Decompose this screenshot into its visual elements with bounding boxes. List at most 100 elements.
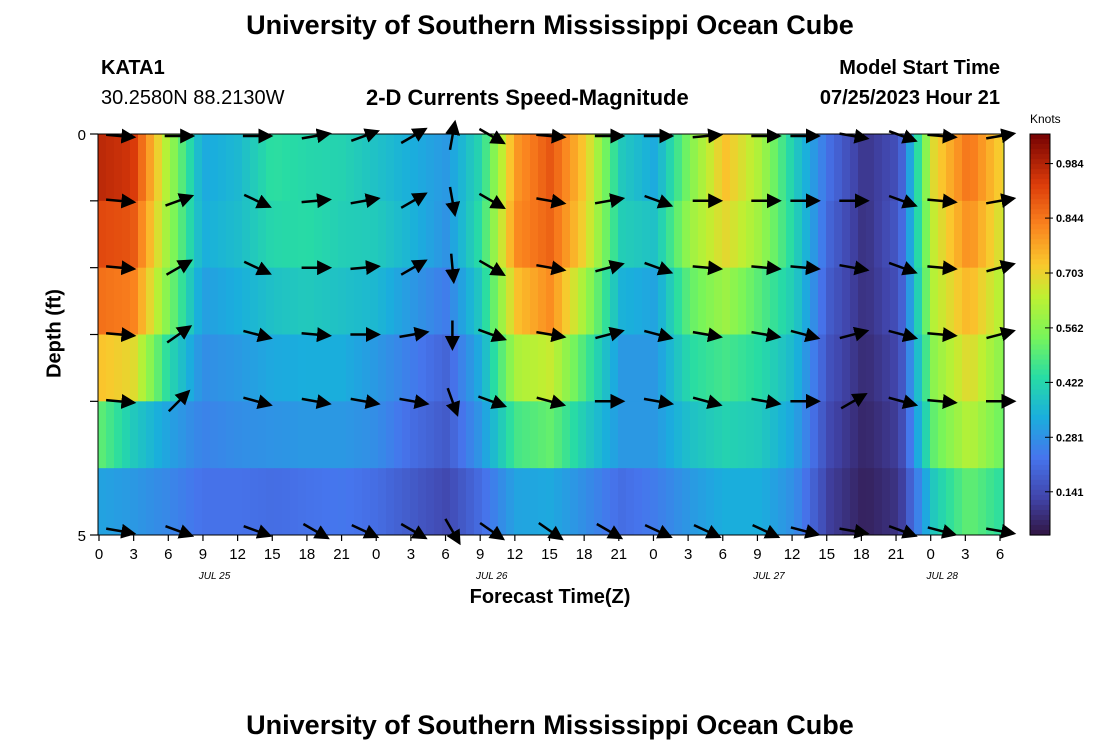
heatmap-cell — [258, 267, 267, 335]
heatmap-cell — [122, 468, 131, 536]
colorbar-segment — [1030, 514, 1050, 521]
heatmap-cell — [202, 134, 211, 202]
heatmap-cell — [866, 267, 875, 335]
heatmap-cell — [186, 200, 195, 269]
heatmap-cell — [586, 200, 595, 269]
current-arrow — [243, 524, 273, 539]
heatmap-cell — [274, 401, 283, 469]
heatmap-cell — [778, 267, 787, 335]
colorbar-segment — [1030, 384, 1050, 391]
heatmap-cell — [154, 401, 163, 469]
heatmap-cell — [498, 334, 507, 402]
colorbar-segment — [1030, 484, 1050, 491]
heatmap-cell — [858, 200, 867, 269]
heatmap-cell — [330, 401, 339, 469]
heatmap-cell — [530, 134, 539, 202]
x-tick-label: 3 — [961, 546, 969, 563]
heatmap-cell — [650, 468, 659, 536]
heatmap-cell — [442, 401, 451, 469]
heatmap-cell — [754, 468, 763, 536]
heatmap-cell — [210, 334, 219, 402]
date-label: JUL 26 — [475, 571, 508, 582]
current-arrow — [444, 518, 461, 546]
heatmap-cell — [466, 267, 475, 335]
heatmap-cell — [514, 267, 523, 335]
heatmap-cell — [970, 134, 979, 202]
heatmap-cell — [570, 200, 579, 269]
heatmap-cell — [362, 401, 371, 469]
current-arrow — [105, 327, 137, 343]
current-arrow — [400, 259, 428, 276]
heatmap-cell — [842, 134, 851, 202]
current-arrow — [692, 394, 723, 409]
heatmap-cell — [458, 334, 467, 402]
heatmap-cell — [666, 267, 675, 335]
heatmap-cell — [794, 134, 803, 202]
heatmap-cell — [530, 200, 539, 269]
heatmap-cell — [946, 401, 955, 469]
heatmap-cell — [138, 401, 147, 469]
heatmap-cell — [986, 134, 995, 202]
heatmap-cell — [770, 267, 779, 335]
heatmap-cell — [562, 334, 571, 402]
current-arrow — [985, 523, 1017, 539]
colorbar-tick-label: 0.703 — [1056, 268, 1084, 280]
heatmap-cell — [682, 468, 691, 536]
heatmap-cell — [994, 334, 1003, 402]
heatmap-cell — [258, 401, 267, 469]
heatmap-cell — [146, 334, 155, 402]
heatmap-cell — [690, 200, 699, 269]
heatmap-cell — [858, 468, 867, 536]
heatmap-cell — [778, 334, 787, 402]
heatmap-cell — [178, 334, 187, 402]
heatmap-cell — [274, 200, 283, 269]
colorbar-segment — [1030, 339, 1050, 346]
current-arrow — [105, 394, 137, 409]
heatmap-cell — [114, 267, 123, 335]
colorbar-segment — [1030, 444, 1050, 451]
heatmap-cell — [698, 468, 707, 536]
heatmap-cell — [234, 134, 243, 202]
heatmap-cell — [154, 334, 163, 402]
heatmap-cell — [658, 468, 667, 536]
heatmap-cell — [546, 134, 555, 202]
heatmap-cell — [242, 468, 251, 536]
heatmap-cell — [362, 200, 371, 269]
heatmap-cell — [818, 334, 827, 402]
heatmap-cell — [666, 134, 675, 202]
heatmap-cell — [418, 267, 427, 335]
current-arrow — [751, 260, 782, 276]
heatmap-cell — [986, 401, 995, 469]
heatmap-cell — [978, 401, 987, 469]
colorbar-segment — [1030, 174, 1050, 180]
heatmap-cell — [850, 200, 859, 269]
current-arrow — [478, 127, 506, 145]
heatmap-cell — [874, 134, 883, 202]
heatmap-cell — [778, 200, 787, 269]
page-title: University of Southern Mississippi Ocean… — [246, 10, 854, 40]
heatmap-cell — [338, 334, 347, 402]
heatmap-cell — [698, 334, 707, 402]
heatmap-cell — [98, 200, 107, 269]
heatmap-cell — [570, 468, 579, 536]
heatmap-cell — [930, 401, 939, 469]
heatmap-cell — [194, 401, 203, 469]
colorbar-tick-label: 0.984 — [1056, 159, 1084, 171]
heatmap-cell — [954, 334, 963, 402]
heatmap-cell — [146, 200, 155, 269]
current-arrow — [350, 193, 381, 208]
heatmap-cell — [450, 134, 459, 202]
heatmap-cell — [834, 468, 843, 536]
heatmap-cell — [594, 334, 603, 402]
heatmap-cell — [362, 334, 371, 402]
heatmap-cell — [642, 401, 651, 469]
heatmap-cell — [978, 267, 987, 335]
heatmap-cell — [690, 134, 699, 202]
heatmap-cell — [754, 134, 763, 202]
heatmap-cell — [722, 267, 731, 335]
heatmap-cell — [482, 401, 491, 469]
heatmap-cell — [810, 334, 819, 402]
heatmap-cell — [882, 468, 891, 536]
heatmap-cell — [306, 334, 315, 402]
heatmap-cell — [194, 267, 203, 335]
